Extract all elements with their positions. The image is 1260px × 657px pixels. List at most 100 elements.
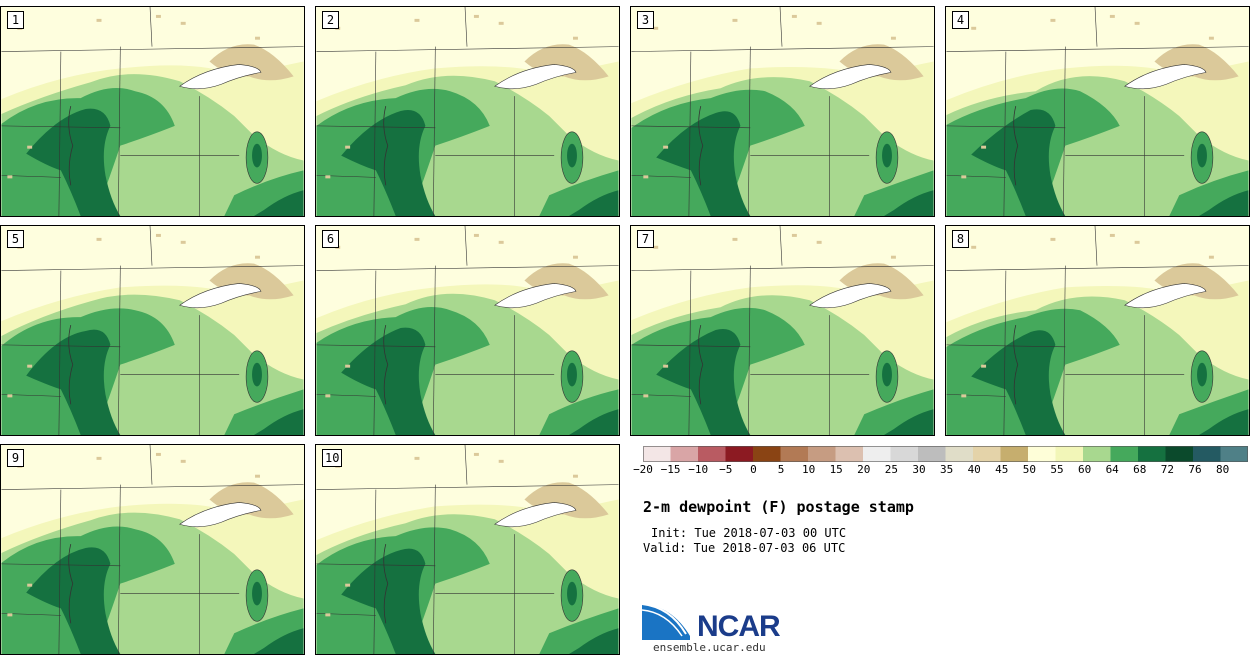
state-boundary [316,563,436,567]
state-boundary [316,484,619,490]
colorbar-swatch [698,446,726,462]
state-boundary [464,7,468,47]
speckle [414,18,420,22]
speckle [890,36,896,40]
state-boundary [748,265,751,435]
colorbar-swatch [780,446,809,462]
state-boundary [464,226,468,266]
colorbar-swatch [918,446,946,462]
state-boundary [316,265,619,271]
speckle [498,240,504,244]
state-boundary [149,445,153,485]
lake-superior [179,502,262,528]
member-number-label: 2 [322,11,339,29]
speckle [961,394,967,398]
colorbar-swatch [1220,446,1248,462]
colorbar-tick-label: 5 [777,463,785,476]
dewpoint-68-72-region [884,409,934,435]
speckle [27,583,33,587]
colorbar-tick-label: 72 [1160,463,1175,476]
lake-michigan-core [567,581,577,606]
speckle [1134,240,1140,244]
speckle [155,452,161,456]
lake-michigan-core [252,581,262,606]
member-number-label: 5 [7,230,24,248]
speckle [255,474,260,478]
dewpoint-68-72-region [254,190,304,216]
state-boundary [58,270,62,435]
lake-michigan-core [882,143,892,168]
river-line [1013,324,1019,405]
dewpoint-68-72-region [569,409,619,435]
dewpoint-68-72-region [26,329,121,435]
colorbar-tick-label: −20 [633,463,653,476]
speckle [7,613,13,617]
colorbar-swatch [1028,446,1056,462]
colorbar-tick-label: 15 [829,463,843,476]
panel-member-5: 5 [0,225,305,436]
speckle [663,145,669,149]
dewpoint-68-72-region [1199,190,1249,216]
speckle [325,394,331,398]
panel-member-1: 1 [0,6,305,217]
state-boundary [631,46,934,52]
river-line [698,105,704,186]
dewpoint-map [1,445,304,654]
state-boundary [1003,51,1007,216]
river-line [68,105,74,186]
river-line [68,543,74,624]
river-line [383,105,389,186]
panel-member-10: 10 [315,444,620,655]
state-boundary [1,484,304,490]
colorbar-tick-label: 68 [1133,463,1147,476]
member-number-label: 6 [322,230,339,248]
state-boundary [631,265,934,271]
state-boundary [58,489,62,654]
state-boundary [1,265,304,271]
state-boundary [779,7,783,47]
speckle [643,394,649,398]
state-boundary [118,484,121,654]
colorbar-swatch [808,446,836,462]
speckle [180,21,186,25]
state-boundary [433,484,436,654]
colorbar-border [643,446,1248,462]
state-boundary [433,265,436,435]
state-boundary [946,175,1006,178]
init-time: Init: Tue 2018-07-03 00 UTC [651,526,847,540]
colorbar-swatch [1055,446,1084,462]
speckle [155,14,161,18]
lake-michigan-core [252,143,262,168]
colorbar-swatch [1165,446,1194,462]
speckle [1208,255,1214,259]
speckle [791,14,797,18]
colorbar [643,446,1248,462]
lake-michigan-core [252,362,262,387]
speckle [180,240,186,244]
dewpoint-68-72-region [656,329,751,435]
speckle [971,26,977,30]
colorbar-swatch [973,446,1001,462]
state-boundary [1063,265,1066,435]
speckle [653,26,659,30]
river-line [1013,105,1019,186]
member-number-label: 9 [7,449,24,467]
speckle [653,245,659,249]
member-number-label: 3 [637,11,654,29]
state-boundary [1,563,121,567]
panel-member-4: 4 [945,6,1250,217]
colorbar-swatch [753,446,781,462]
speckle [981,145,987,149]
state-boundary [1003,270,1007,435]
panel-member-8: 8 [945,225,1250,436]
dewpoint-map [316,445,619,654]
colorbar-swatch [863,446,891,462]
colorbar-swatch [835,446,864,462]
state-boundary [631,394,691,397]
speckle [890,255,896,259]
speckle [345,583,351,587]
colorbar-tick-label: 80 [1215,463,1230,476]
colorbar-swatch [670,446,699,462]
state-boundary [1,344,121,348]
colorbar-tick-label: 64 [1105,463,1119,476]
